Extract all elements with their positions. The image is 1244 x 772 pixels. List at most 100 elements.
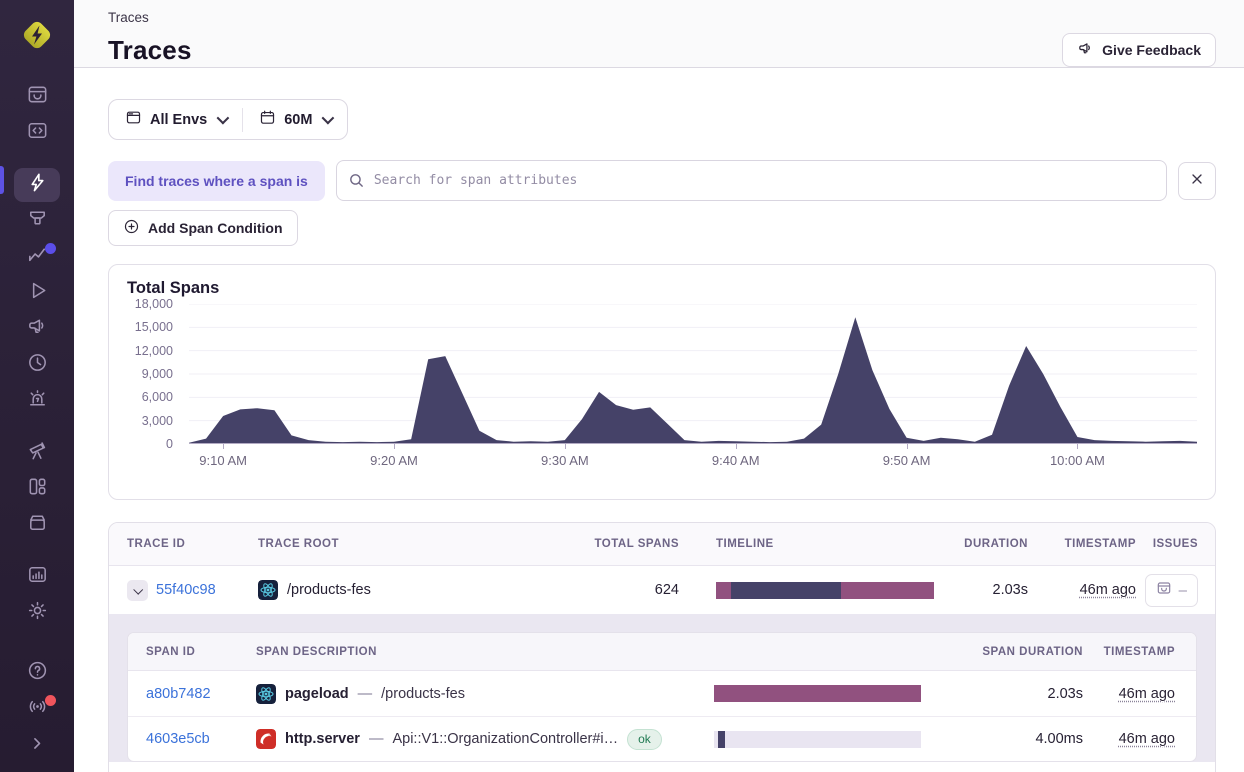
collapse-trace-button[interactable]: [127, 580, 148, 601]
add-span-condition-button[interactable]: Add Span Condition: [108, 210, 298, 246]
spans-table: SPAN ID SPAN DESCRIPTION SPAN DURATION T…: [127, 632, 1197, 762]
clock-history-icon: [26, 351, 49, 379]
play-icon: [26, 279, 49, 307]
dashboard-layout-icon: [26, 475, 49, 503]
col-trace-root: TRACE ROOT: [258, 538, 580, 550]
active-nav-accent: [0, 166, 4, 194]
time-range-value: 60M: [284, 112, 312, 128]
col-issues: ISSUES: [1136, 538, 1198, 550]
sidebar-item-dashboards[interactable]: [14, 472, 60, 506]
sidebar-item-help[interactable]: [14, 656, 60, 690]
col-span-id: SPAN ID: [146, 646, 256, 658]
sidebar-item-inbox[interactable]: [14, 80, 60, 114]
chevron-right-icon: [27, 733, 47, 758]
time-range-selector[interactable]: 60M: [243, 100, 347, 139]
gear-icon: [26, 599, 49, 627]
chart-title: Total Spans: [127, 279, 1197, 298]
x-axis-label: 9:10 AM: [199, 453, 247, 468]
x-axis-label: 9:20 AM: [370, 453, 418, 468]
plus-circle-icon: [123, 218, 140, 238]
chart-y-axis: 0 3,000 6,000 9,000 12,000 15,000 18,000: [127, 304, 183, 444]
whats-new-notification-dot: [45, 695, 56, 706]
span-op: http.server: [285, 731, 360, 747]
span-description: /products-fes: [381, 686, 465, 702]
window-icon: [125, 109, 142, 130]
y-axis-label: 6,000: [142, 390, 173, 404]
trace-timestamp[interactable]: 46m ago: [1080, 582, 1136, 598]
col-total-spans: TOTAL SPANS: [580, 538, 679, 550]
x-tick-mark: [1077, 444, 1078, 449]
ruby-icon: [256, 729, 276, 749]
span-duration: 2.03s: [921, 686, 1083, 702]
stats-icon: [26, 563, 49, 591]
chart-x-axis: 9:10 AM 9:20 AM 9:30 AM 9:40 AM 9:50 AM 10:00…: [189, 444, 1197, 476]
sidebar-item-stats[interactable]: [14, 560, 60, 594]
sidebar-item-insights[interactable]: [14, 240, 60, 274]
code-folder-icon: [26, 119, 49, 147]
sidebar-item-archive[interactable]: [14, 508, 60, 542]
sidebar-item-traces[interactable]: [14, 168, 60, 202]
x-tick-mark: [736, 444, 737, 449]
chevron-down-icon: [322, 112, 335, 125]
calendar-icon: [259, 109, 276, 130]
telescope-icon: [26, 439, 49, 467]
inbox-icon: [26, 83, 49, 111]
span-search-row: Find traces where a span is: [108, 160, 1216, 201]
dash-separator: —: [358, 686, 373, 702]
span-duration-bar: [714, 731, 921, 748]
find-traces-label: Find traces where a span is: [108, 161, 325, 201]
sidebar-collapse-toggle[interactable]: [14, 728, 60, 762]
sidebar-item-releases[interactable]: [14, 348, 60, 382]
megaphone-icon: [1077, 40, 1094, 60]
sidebar-item-projects[interactable]: [14, 116, 60, 150]
span-row: a80b7482 pagelo: [128, 671, 1196, 716]
col-span-duration: SPAN DURATION: [921, 646, 1083, 658]
col-timeline: TIMELINE: [679, 538, 956, 550]
environment-value: All Envs: [150, 112, 207, 128]
total-spans-chart-card: Total Spans 0 3,000 6,000 9,000 12,000 15,000…: [108, 264, 1216, 500]
sidebar-item-funnel[interactable]: [14, 204, 60, 238]
issues-count-empty: –: [1179, 582, 1187, 599]
span-timestamp[interactable]: 46m ago: [1119, 731, 1175, 747]
breadcrumb[interactable]: Traces: [108, 8, 1216, 25]
chevron-down-icon: [133, 584, 143, 594]
sidebar: [0, 0, 74, 772]
span-id-link[interactable]: a80b7482: [146, 686, 211, 702]
sidebar-item-explore[interactable]: [14, 436, 60, 470]
y-axis-label: 0: [166, 437, 173, 451]
col-timestamp: TIMESTAMP: [1028, 538, 1136, 550]
clear-search-button[interactable]: [1178, 162, 1216, 200]
total-spans-area-chart[interactable]: [189, 304, 1197, 444]
give-feedback-label: Give Feedback: [1102, 42, 1201, 58]
give-feedback-button[interactable]: Give Feedback: [1062, 33, 1216, 67]
sidebar-item-alerts[interactable]: [14, 384, 60, 418]
total-spans-value: 624: [580, 582, 679, 598]
trace-timeline-bar[interactable]: [716, 582, 934, 599]
x-axis-label: 9:40 AM: [712, 453, 760, 468]
trace-id-link[interactable]: 55f40c98: [156, 582, 216, 598]
x-tick-mark: [223, 444, 224, 449]
insights-notification-dot: [45, 243, 56, 254]
trace-root-name[interactable]: /products-fes: [287, 582, 371, 598]
span-row: 4603e5cb http.server — Api::V1::Organiza…: [128, 716, 1196, 761]
trace-issues-button[interactable]: –: [1145, 574, 1198, 607]
app-window: Traces Traces Give Feedback: [0, 0, 1244, 772]
issues-icon: [1156, 580, 1172, 600]
sidebar-item-replays[interactable]: [14, 276, 60, 310]
x-tick-mark: [907, 444, 908, 449]
search-icon: [348, 172, 365, 194]
environment-selector[interactable]: All Envs: [109, 100, 242, 139]
help-icon: [26, 659, 49, 687]
sidebar-item-whats-new[interactable]: [14, 692, 60, 726]
span-id-link[interactable]: 4603e5cb: [146, 731, 210, 747]
react-icon: [258, 580, 278, 600]
sentry-logo[interactable]: [16, 14, 58, 61]
sidebar-item-feedback[interactable]: [14, 312, 60, 346]
page-title: Traces: [108, 35, 192, 66]
sidebar-item-settings[interactable]: [14, 596, 60, 630]
span-timestamp[interactable]: 46m ago: [1119, 686, 1175, 702]
span-attributes-search-input[interactable]: [336, 160, 1167, 201]
col-span-timestamp: TIMESTAMP: [1083, 646, 1175, 658]
main-area: Traces Traces Give Feedback: [74, 0, 1244, 772]
add-span-condition-label: Add Span Condition: [148, 220, 283, 236]
